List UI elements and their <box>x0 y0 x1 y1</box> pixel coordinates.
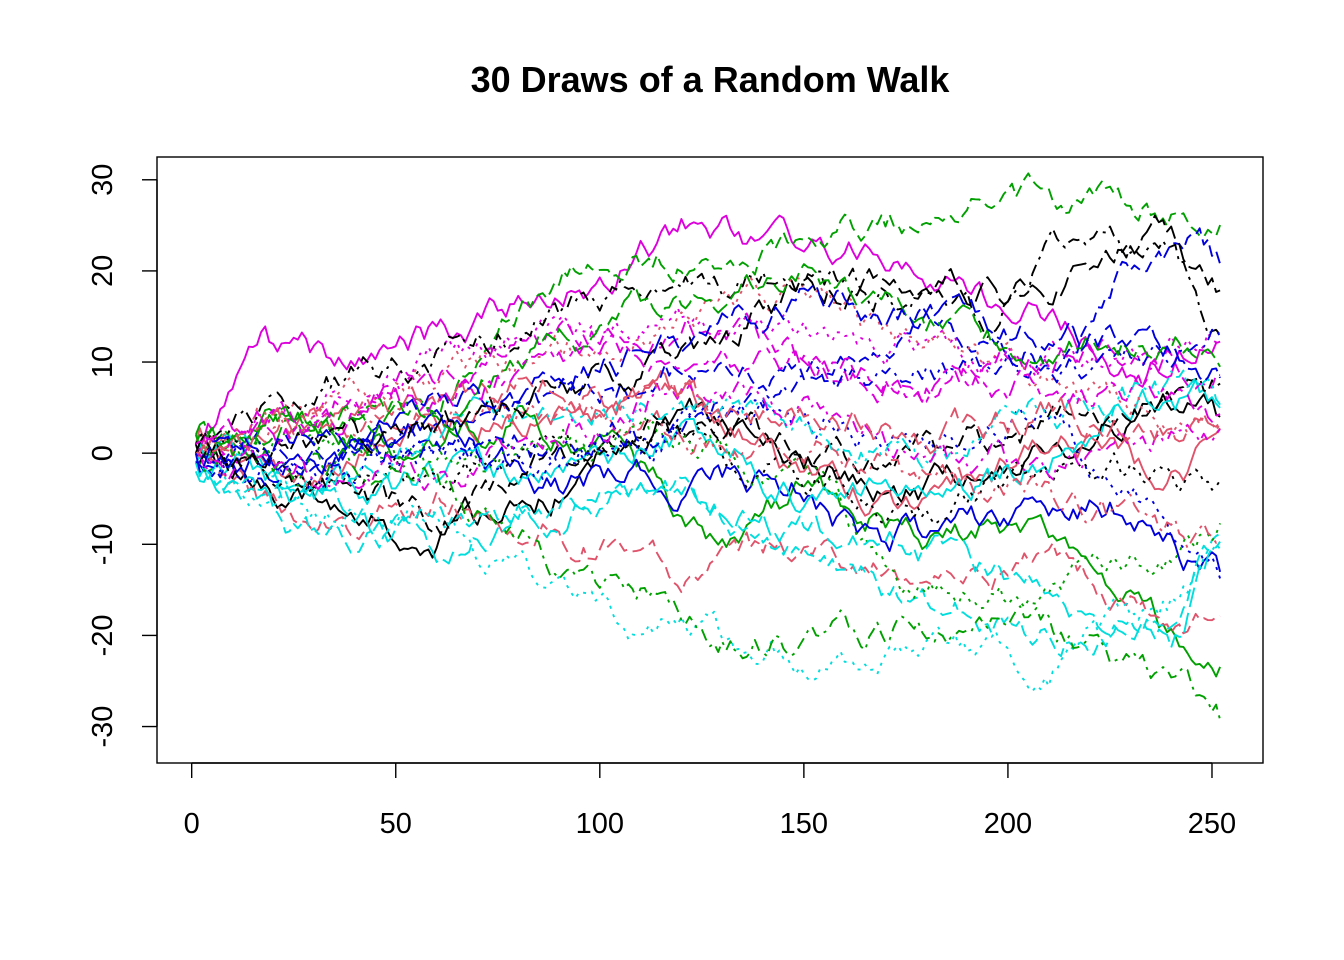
random-walk-series <box>194 376 1221 536</box>
random-walk-series <box>194 225 1221 463</box>
random-walk-series <box>195 452 1221 635</box>
random-walk-series <box>194 214 1221 469</box>
x-tick-label: 0 <box>184 808 200 840</box>
x-tick-label: 50 <box>380 808 412 840</box>
random-walk-series <box>194 172 1221 449</box>
random-walk-series <box>194 284 1221 473</box>
random-walk-series <box>194 405 1221 678</box>
x-tick-label: 250 <box>1188 808 1236 840</box>
y-tick-label: -20 <box>87 614 119 656</box>
random-walk-series <box>195 328 1221 476</box>
x-tick-label: 150 <box>780 808 828 840</box>
y-tick-label: 30 <box>87 164 119 196</box>
y-tick-label: -10 <box>87 523 119 565</box>
series-layer <box>194 172 1222 721</box>
random-walk-series <box>194 471 1221 649</box>
random-walk-series <box>194 455 1221 693</box>
random-walk-series <box>195 399 1222 579</box>
random-walk-series <box>194 370 1221 517</box>
random-walk-series <box>195 380 1221 491</box>
y-tick-label: -30 <box>87 706 119 748</box>
random-walk-series <box>195 409 1222 573</box>
random-walk-series <box>195 227 1222 487</box>
plot-frame <box>156 156 1264 764</box>
random-walk-series <box>195 399 1221 550</box>
y-tick-label: 10 <box>87 346 119 378</box>
chart-title: 30 Draws of a Random Walk <box>471 59 951 100</box>
x-tick-label: 100 <box>576 808 624 840</box>
y-tick-label: 0 <box>87 445 119 461</box>
random-walk-series <box>194 263 1221 446</box>
y-axis: -30 -20 -10 0 10 20 30 <box>87 164 158 748</box>
random-walk-series <box>195 455 1221 658</box>
x-tick-label: 200 <box>984 808 1032 840</box>
random-walk-series <box>195 333 1221 447</box>
random-walk-series <box>194 378 1221 514</box>
y-tick-label: 20 <box>87 255 119 287</box>
x-axis: 0 50 100 150 200 250 <box>184 762 1236 840</box>
random-walk-series <box>195 376 1221 455</box>
random-walk-series <box>195 306 1221 464</box>
random-walk-series <box>194 369 1221 500</box>
